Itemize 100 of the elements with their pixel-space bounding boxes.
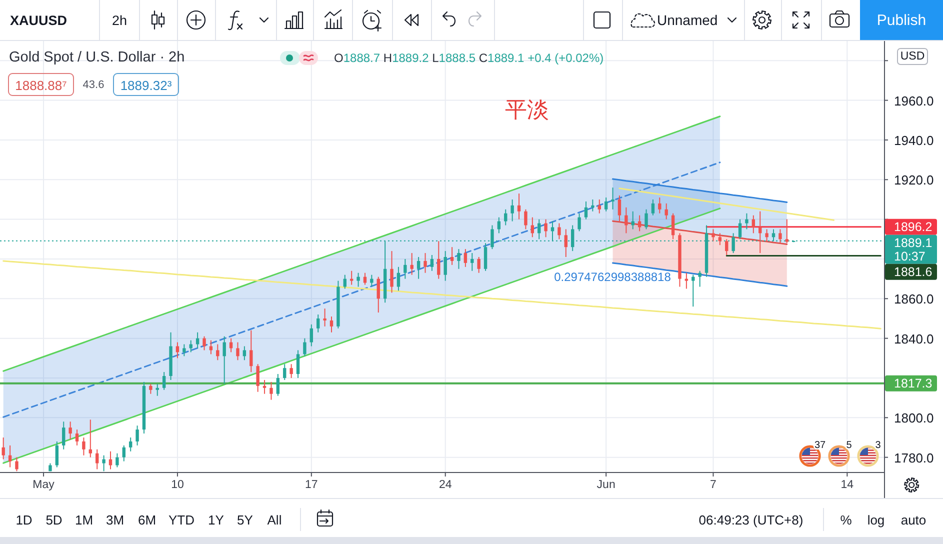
text: 10:37	[894, 250, 926, 264]
candlestick	[316, 314, 320, 333]
candlestick	[262, 379, 266, 394]
candlestick	[538, 218, 541, 240]
candlestick	[128, 436, 132, 452]
text: XAUUSD	[10, 12, 68, 28]
x-tick-label: 14	[840, 479, 854, 491]
text: Publish	[876, 12, 926, 28]
candlestick	[758, 210, 762, 254]
candlestick	[578, 212, 581, 232]
candlestick	[558, 222, 561, 240]
candlestick	[2, 436, 5, 460]
candlestick	[256, 364, 260, 392]
text: O1888.7 H1889.2 L1888.5 C1889.1 +0.4 (+0.02%)	[334, 51, 604, 65]
y-tick-label: 1960.0	[894, 92, 934, 108]
ref-line-label: 1817.3	[894, 376, 932, 390]
text: 3M	[106, 512, 124, 527]
candlestick	[376, 276, 380, 314]
text: 06:49:23 (UTC+8)	[698, 512, 804, 527]
candlestick	[651, 198, 655, 216]
text: Unnamed	[657, 12, 718, 28]
candlestick	[450, 246, 454, 266]
candlestick	[684, 272, 688, 290]
annotation: 1888.88⁷	[15, 78, 68, 92]
candlestick	[510, 198, 514, 222]
annotation: 37	[814, 440, 826, 450]
candlestick	[785, 218, 788, 244]
y-tick-label: 1800.0	[894, 410, 934, 426]
x-tick-label: 10	[171, 479, 184, 491]
y-tick-label: 1840.0	[894, 330, 934, 346]
candlestick	[658, 196, 662, 214]
candlestick	[88, 419, 92, 458]
candlestick	[310, 324, 314, 347]
candlestick	[618, 195, 622, 222]
ref-line-label: 1889.1	[894, 236, 932, 250]
candlestick	[611, 187, 614, 210]
line-series	[618, 188, 835, 221]
candlestick	[745, 212, 748, 230]
candlestick	[765, 228, 768, 242]
text: YTD	[168, 512, 194, 527]
candlestick	[396, 266, 400, 292]
text: Gold Spot / U.S. Dollar · 2h	[9, 50, 185, 66]
line-series	[2, 260, 882, 330]
text: All	[267, 512, 282, 527]
text: USD	[900, 50, 925, 62]
candlestick	[62, 421, 66, 450]
candlestick	[8, 444, 12, 468]
candlestick	[122, 444, 126, 462]
candlestick	[698, 270, 702, 288]
candlestick	[692, 274, 695, 308]
candlestick	[477, 256, 480, 274]
candlestick	[162, 372, 166, 390]
candlestick	[644, 208, 648, 230]
candlestick	[598, 198, 601, 214]
candlestick	[149, 383, 152, 394]
candlestick	[55, 440, 59, 468]
candlestick	[82, 436, 86, 456]
candlestick	[323, 308, 326, 327]
annotation: 1889.32³	[120, 78, 172, 92]
candlestick	[276, 374, 280, 396]
text: 1Y	[208, 512, 224, 527]
text: %	[840, 512, 852, 527]
candlestick	[664, 202, 668, 220]
candlestick	[725, 238, 728, 256]
text: 5D	[46, 512, 62, 527]
candlestick	[671, 212, 675, 240]
candlestick	[584, 200, 588, 220]
annotation: 0.2974762998388818	[554, 270, 672, 284]
candlestick	[250, 330, 253, 373]
candlestick	[718, 232, 722, 246]
candlestick	[410, 252, 414, 276]
candlestick	[404, 258, 407, 280]
candlestick	[544, 218, 548, 238]
candlestick	[102, 454, 106, 472]
line-series	[612, 178, 788, 204]
candlestick	[390, 250, 394, 294]
candlestick	[444, 250, 447, 282]
text: 2h	[112, 12, 128, 28]
data-label: 1896.2	[894, 220, 932, 234]
text: auto	[900, 512, 926, 527]
text: 6M	[138, 512, 156, 527]
candlestick	[591, 198, 594, 212]
candlestick	[624, 206, 628, 234]
candlestick	[356, 272, 360, 288]
candlestick	[196, 332, 200, 349]
y-tick-label: 1920.0	[894, 172, 934, 188]
candlestick	[222, 336, 226, 384]
candlestick	[470, 252, 474, 272]
candlestick	[330, 316, 334, 333]
candlestick	[517, 193, 521, 220]
candlestick	[242, 346, 246, 361]
candlestick	[216, 344, 220, 361]
annotation: 3	[875, 440, 882, 450]
annotation: 5	[846, 440, 852, 450]
text: 1M	[74, 512, 94, 527]
candlestick	[457, 248, 460, 270]
candlestick	[236, 342, 240, 361]
annotation: 平淡	[505, 98, 549, 122]
candlestick	[778, 228, 782, 244]
annotation: 43.6	[82, 79, 104, 91]
